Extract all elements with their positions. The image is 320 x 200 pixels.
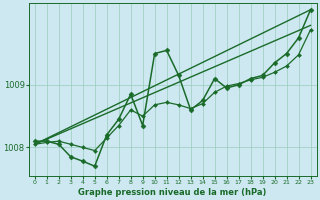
- X-axis label: Graphe pression niveau de la mer (hPa): Graphe pression niveau de la mer (hPa): [78, 188, 267, 197]
